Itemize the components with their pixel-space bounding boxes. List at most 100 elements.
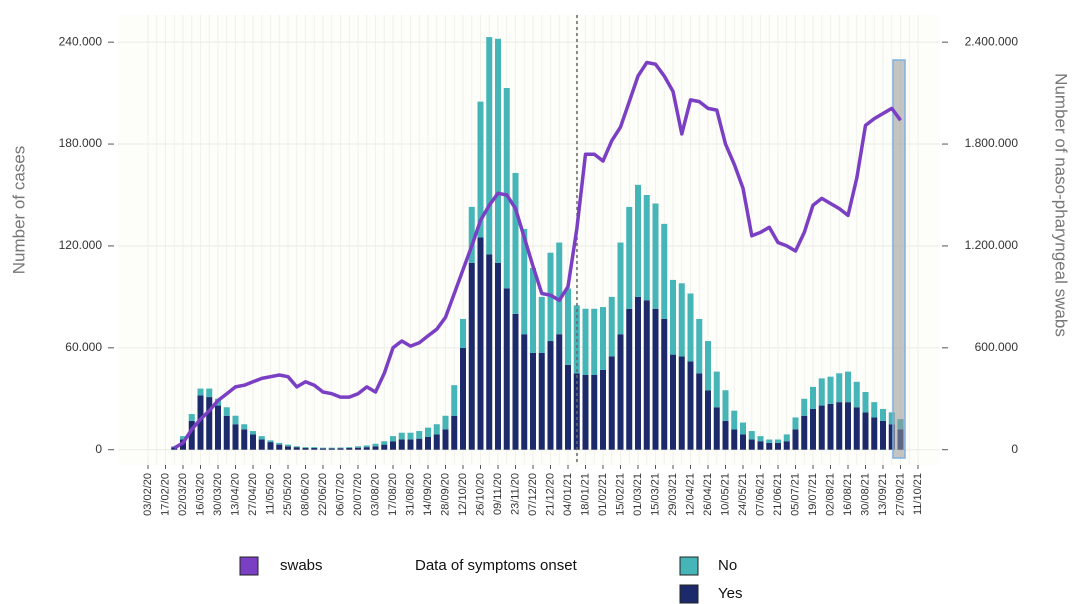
x-tick-label: 03/02/20: [142, 473, 154, 516]
bar-segment: [836, 402, 843, 450]
bar-segment: [696, 373, 703, 450]
bar-segment: [757, 436, 764, 442]
x-tick-label: 15/03/21: [649, 473, 661, 516]
bar-segment: [468, 206, 475, 263]
bar-segment: [451, 385, 458, 416]
bar-segment: [223, 415, 230, 450]
bar-segment: [276, 442, 283, 445]
bar-segment: [337, 448, 344, 450]
bar-segment: [398, 432, 405, 440]
bar-segment: [232, 415, 239, 425]
x-tick-label: 05/07/21: [789, 473, 801, 516]
y2-tick-label: 0: [1011, 442, 1018, 456]
bar-segment: [661, 318, 668, 450]
bar-segment: [827, 403, 834, 450]
x-tick-label: 23/11/20: [509, 473, 521, 515]
legend-label: swabs: [280, 557, 323, 574]
x-tick-label: 02/08/21: [824, 473, 836, 516]
bar-segment: [197, 388, 204, 396]
y2-tick-label: 1.800.000: [965, 136, 1019, 150]
line-series: [173, 60, 902, 450]
bar-segment: [740, 434, 746, 450]
legend-swatch: [679, 556, 699, 576]
bar-segment: [652, 308, 659, 450]
bar-segment: [880, 420, 886, 450]
x-tick-label: 15/02/21: [614, 473, 626, 516]
bar-segment: [635, 184, 641, 297]
x-tick-label: 01/02/21: [597, 473, 609, 516]
bar-segment: [600, 307, 606, 370]
bar-segment: [460, 318, 466, 348]
x-tick-label: 07/12/20: [527, 473, 539, 516]
bar-segment: [871, 417, 878, 450]
bar-segment: [363, 447, 370, 450]
bar-segment: [355, 446, 361, 448]
bar-segment: [853, 407, 860, 450]
bar-segment: [250, 434, 256, 450]
bar-segment: [206, 397, 213, 450]
legend-label: Yes: [718, 585, 742, 602]
y2-axis-title: Number of naso-pharyngeal swabs: [1052, 73, 1071, 337]
y2-tick-label: 2.400.000: [965, 34, 1019, 48]
bar-segment: [705, 390, 711, 450]
bar-segment: [801, 398, 808, 416]
x-tick-label: 13/04/20: [229, 473, 241, 516]
bar-segment: [670, 354, 676, 450]
x-tick-label: 25/05/20: [282, 473, 294, 516]
bar-segment: [670, 279, 676, 355]
bar-segment: [372, 443, 379, 447]
bar-segment: [608, 296, 615, 357]
bar-segment: [888, 424, 895, 450]
x-tick-label: 28/09/20: [439, 473, 451, 516]
bar-segment: [416, 438, 423, 450]
bar-segment: [258, 436, 265, 440]
legend-title: Data of symptoms onset: [415, 557, 578, 574]
x-tick-label: 24/05/21: [737, 473, 749, 516]
bar-segment: [600, 369, 606, 450]
bar-segment: [757, 441, 764, 450]
bar-segment: [862, 391, 869, 413]
bar-segment: [626, 206, 633, 309]
bar-segment: [643, 195, 650, 301]
bar-segment: [250, 431, 256, 435]
bar-segment: [713, 407, 720, 450]
bars: [171, 37, 904, 450]
bar-segment: [678, 283, 685, 357]
bar-segment: [836, 373, 843, 403]
x-tick-label: 11/10/21: [912, 473, 924, 515]
x-tick-label: 14/09/20: [422, 473, 434, 516]
legend-swatch: [239, 556, 259, 576]
bar-segment: [512, 313, 519, 450]
y-tick-label: 0: [95, 442, 102, 456]
bar-segment: [416, 431, 423, 439]
bar-segment: [206, 388, 213, 398]
bar-segment: [267, 442, 274, 450]
bar-segment: [197, 395, 204, 450]
x-tick-label: 17/02/20: [159, 473, 171, 516]
bar-segment: [495, 262, 501, 450]
bar-segment: [565, 288, 571, 365]
x-tick-label: 19/07/21: [807, 473, 819, 516]
bar-segment: [818, 405, 825, 450]
bar-segment: [241, 424, 248, 430]
bar-segment: [582, 308, 589, 375]
bar-segment: [293, 446, 300, 448]
x-tick-label: 21/12/20: [544, 473, 556, 516]
bar-segment: [188, 420, 195, 450]
y2-tick-label: 600.000: [975, 340, 1019, 354]
bar-segment: [643, 300, 650, 450]
bar-segment: [696, 318, 703, 374]
bar-segment: [425, 427, 431, 437]
bar-segment: [328, 448, 335, 450]
bar-segment: [477, 101, 484, 238]
bar-segment: [302, 447, 309, 449]
x-tick-label: 27/09/21: [894, 473, 906, 516]
x-tick-label: 13/09/21: [877, 473, 889, 516]
bar-segment: [748, 439, 755, 450]
bar-segment: [285, 444, 291, 447]
bar-segment: [468, 262, 475, 450]
bar-segment: [862, 412, 869, 450]
x-tick-label: 18/01/21: [579, 473, 591, 516]
legend: swabs Yes No: [239, 556, 742, 604]
